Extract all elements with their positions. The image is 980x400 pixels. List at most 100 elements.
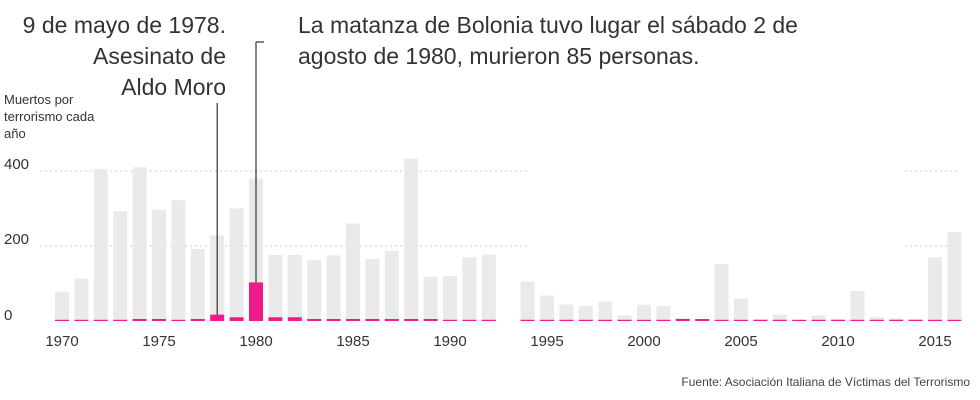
bar-highlight <box>365 319 380 321</box>
bar-total <box>423 276 438 321</box>
bar-highlight <box>598 319 613 321</box>
bar-highlight <box>772 319 787 321</box>
bars <box>55 158 962 321</box>
bar-total <box>404 158 419 321</box>
bar-total <box>734 298 748 321</box>
bar-total <box>637 304 651 321</box>
annotation-bolonia: La matanza de Bolonia tuvo lugar el sába… <box>298 10 818 72</box>
x-tick-label: 2015 <box>918 333 951 350</box>
x-tick-label: 1995 <box>530 333 563 350</box>
bar-total <box>171 200 186 321</box>
bar-highlight <box>443 319 457 321</box>
y-axis-label: Muertos por terrorismo cada año <box>4 92 95 141</box>
bar-highlight <box>617 319 632 321</box>
source-note: Fuente: Asociación Italiana de Víctimas … <box>681 375 970 389</box>
bar-total <box>928 257 942 321</box>
bar-highlight <box>811 319 826 321</box>
bar-highlight <box>307 319 322 321</box>
bar-highlight <box>462 319 477 321</box>
bar-highlight <box>268 317 283 321</box>
x-axis-ticks: 1970 1975 1980 1985 1990 1995 2000 2005 2010 2015 <box>45 333 951 350</box>
y-tick-label: 200 <box>4 231 29 248</box>
bar-highlight <box>74 319 89 321</box>
bar-highlight <box>559 319 574 321</box>
bar-total <box>346 223 360 321</box>
bar-total <box>268 255 283 321</box>
bar-highlight <box>423 319 438 321</box>
bar-highlight <box>928 319 942 321</box>
bar-highlight <box>753 319 768 321</box>
x-tick-label: 1990 <box>433 333 466 350</box>
bar-total <box>540 295 554 321</box>
bar-total <box>132 167 147 321</box>
bar-total <box>598 301 613 321</box>
bar-total <box>520 281 535 321</box>
bar-highlight <box>55 319 69 321</box>
bar-highlight <box>656 319 671 321</box>
bar-highlight <box>210 314 225 321</box>
bar-highlight <box>93 319 108 321</box>
bar-highlight <box>889 319 904 321</box>
bar-highlight <box>695 319 710 321</box>
bar-total <box>74 278 89 321</box>
bar-total <box>384 250 399 321</box>
x-tick-label: 1970 <box>45 333 78 350</box>
bar-total <box>326 255 341 321</box>
bar-highlight <box>229 317 244 321</box>
bar-highlight <box>908 319 923 321</box>
annotation-moro-line3: Aldo Moro <box>121 74 226 100</box>
x-tick-label: 2005 <box>724 333 757 350</box>
bar-total <box>287 255 302 321</box>
bar-total <box>559 304 574 321</box>
bar-highlight <box>249 282 263 321</box>
bar-total <box>578 306 593 321</box>
bar-highlight <box>326 319 341 321</box>
bar-highlight <box>869 319 884 321</box>
x-tick-label: 2000 <box>627 333 660 350</box>
bar-highlight <box>520 319 535 321</box>
bar-highlight <box>831 319 845 321</box>
bar-highlight <box>714 319 729 321</box>
y-tick-label: 0 <box>4 307 12 324</box>
bar-total <box>443 276 457 321</box>
bar-total <box>481 254 496 321</box>
bar-total <box>229 208 244 321</box>
annotation-moro-line1: 9 de mayo de 1978. <box>22 12 226 38</box>
bar-total <box>869 317 884 321</box>
x-tick-label: 2010 <box>821 333 854 350</box>
bar-highlight <box>287 317 302 321</box>
bar-total <box>152 209 166 321</box>
bar-highlight <box>404 319 419 321</box>
bar-highlight <box>190 319 205 321</box>
bar-total <box>113 211 128 321</box>
bar-highlight <box>132 319 147 321</box>
bar-highlight <box>850 319 865 321</box>
y-axis-ticks: 0 200 400 <box>4 156 29 324</box>
bar-total <box>462 257 477 321</box>
bar-total <box>656 306 671 321</box>
x-tick-label: 1985 <box>336 333 369 350</box>
bar-highlight <box>792 319 807 321</box>
bar-total <box>55 291 69 321</box>
bar-highlight <box>346 319 360 321</box>
annotation-moro: 9 de mayo de 1978. Asesinato de Aldo Mor… <box>0 10 226 103</box>
bar-total <box>889 318 904 321</box>
bar-highlight <box>540 319 554 321</box>
bar-total <box>947 232 962 321</box>
bar-total <box>772 314 787 321</box>
x-tick-label: 1975 <box>142 333 175 350</box>
bar-highlight <box>481 319 496 321</box>
bar-highlight <box>578 319 593 321</box>
bar-total <box>93 169 108 321</box>
annotation-leaders <box>216 41 264 315</box>
bar-highlight <box>947 319 962 321</box>
bar-highlight <box>152 319 166 321</box>
bar-highlight <box>734 319 748 321</box>
bar-highlight <box>637 319 651 321</box>
bar-total <box>365 259 380 321</box>
annotation-bolonia-line2: agosto de 1980, murieron 85 personas. <box>298 43 700 69</box>
bar-highlight <box>675 319 690 321</box>
bar-highlight <box>384 319 399 321</box>
